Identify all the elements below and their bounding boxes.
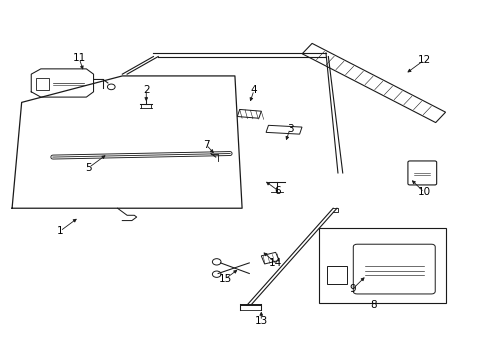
Text: 12: 12 (417, 55, 430, 65)
Text: 7: 7 (203, 140, 209, 150)
Text: 14: 14 (268, 258, 282, 268)
Text: 13: 13 (254, 316, 267, 326)
Text: 10: 10 (417, 187, 430, 197)
Bar (36, 78, 49, 90)
Text: 8: 8 (370, 300, 376, 310)
Text: 6: 6 (274, 186, 281, 195)
Text: 15: 15 (218, 274, 231, 284)
Bar (318, 228, 445, 303)
Bar (326, 266, 346, 284)
Text: 1: 1 (57, 226, 63, 236)
Text: 11: 11 (72, 53, 85, 63)
Text: 3: 3 (286, 124, 293, 134)
Text: 2: 2 (142, 85, 149, 95)
Text: 9: 9 (348, 284, 355, 294)
Text: 4: 4 (250, 85, 257, 95)
Text: 5: 5 (85, 163, 92, 173)
